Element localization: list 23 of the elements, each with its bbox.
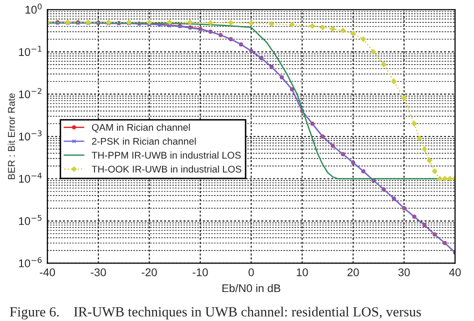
x-tick-label: 30	[398, 268, 410, 276]
x-tick-label: 10	[296, 268, 308, 276]
legend-label: TH-OOK IR-UWB in industrial LOS	[92, 165, 242, 173]
x-axis-title: Eb/N0 in dB	[222, 284, 280, 292]
x-tick-label: -40	[40, 268, 55, 276]
y-tick-label: 10$^{0}$	[26, 4, 42, 14]
y-tick-label: 10$^{−6}$	[19, 257, 42, 268]
x-tick-label: -30	[90, 268, 106, 276]
caption: Figure 6. IR-UWB techniques in UWB channel: residential LOS, versus	[10, 306, 421, 320]
y-tick-label: 10$^{−4}$	[19, 172, 42, 183]
y-tick-label: 10$^{−2}$	[19, 88, 42, 98]
legend-label: 2-PSK in Rician channel	[92, 138, 196, 145]
legend-label: TH-PPM IR-UWB in industrial LOS	[92, 152, 241, 159]
y-tick-label: 10$^{−3}$	[19, 130, 42, 140]
x-tick-label: 40	[449, 268, 461, 276]
x-tick-label: -10	[192, 268, 208, 276]
y-tick-label: 10$^{−1}$	[19, 46, 42, 56]
y-tick-label: 10$^{−5}$	[19, 214, 42, 226]
x-tick-label: 20	[348, 268, 359, 276]
x-tick-label: -20	[142, 268, 157, 276]
y-axis-title: BER : Bit Error Rate	[8, 93, 15, 180]
legend-label: QAM in Rician channel	[92, 124, 190, 133]
x-tick-label: 0	[248, 268, 254, 276]
